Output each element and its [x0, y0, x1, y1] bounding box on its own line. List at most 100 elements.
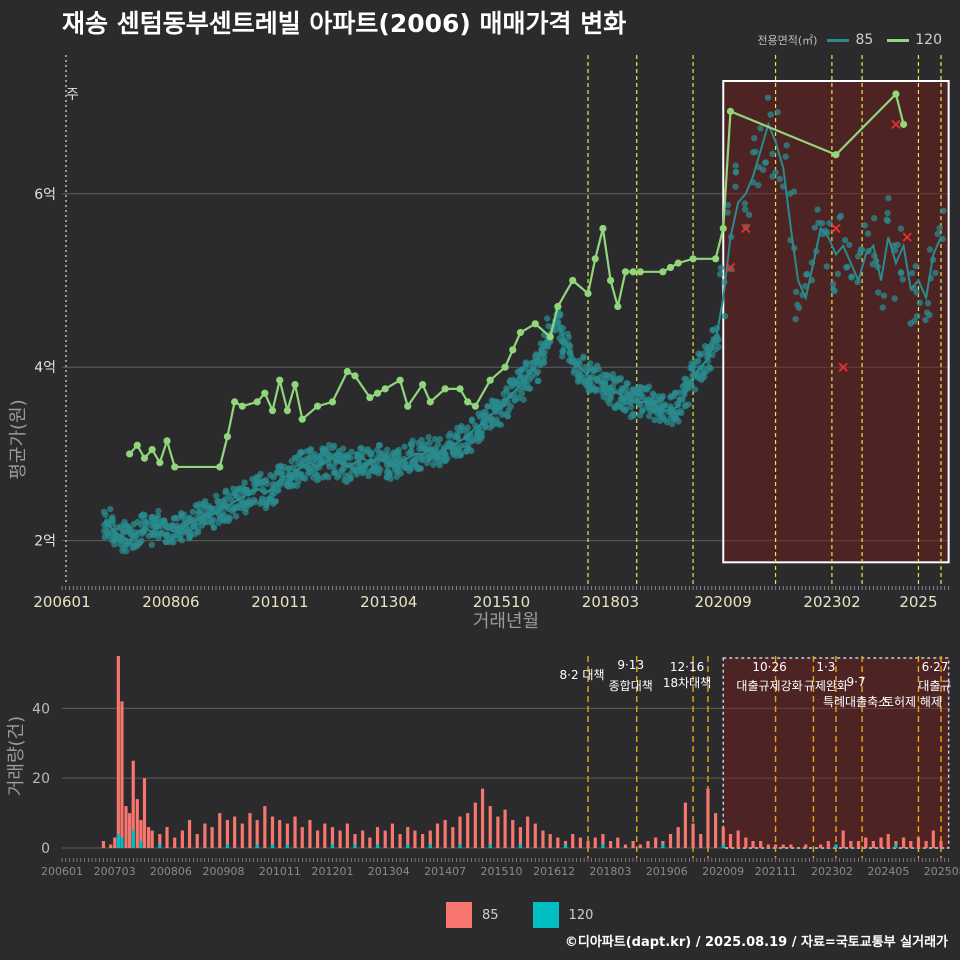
point-85-85-2 — [745, 211, 753, 219]
point-85-18-13 — [238, 504, 245, 512]
point-85-78-13 — [688, 366, 696, 373]
point-85-28-6 — [313, 476, 321, 484]
point-85-9-13 — [170, 533, 177, 541]
point-85-16-8 — [222, 487, 230, 495]
credit: ©디아파트(dapt.kr) / 2025.08.19 / 자료=국토교통부 실… — [564, 935, 948, 950]
point-85-97-3 — [834, 270, 842, 278]
point-85-103-0 — [880, 292, 888, 299]
point-85-26-13 — [295, 452, 303, 459]
point-85-44-13 — [434, 441, 442, 448]
bottom-x-tick-13: 202111 — [755, 865, 797, 878]
point-120-4 — [156, 458, 164, 467]
point-85-69-10 — [623, 380, 630, 387]
bar-120-22 — [894, 844, 898, 848]
point-85-29-10 — [318, 457, 325, 464]
bottom-x-tick-14: 202302 — [811, 865, 853, 878]
point-120-9 — [231, 398, 239, 406]
point-85-47-8 — [457, 451, 464, 459]
point-85-4-13 — [130, 520, 137, 528]
point-85-106-2 — [899, 276, 906, 283]
bar-85-47 — [413, 830, 417, 848]
point-85-39-13 — [395, 455, 402, 462]
point-120-13 — [268, 406, 277, 415]
point-85-12-12 — [190, 523, 198, 530]
policy-annotation-text-0: 8·2 대책 — [560, 667, 605, 682]
point-85-26-11 — [302, 475, 309, 482]
point-120-52 — [689, 255, 697, 263]
legend-label-120: 120 — [915, 32, 942, 48]
bar-85-52 — [451, 827, 455, 848]
point-85-73-13 — [650, 392, 658, 399]
bar-85-71 — [593, 837, 597, 848]
point-85-94-2 — [811, 224, 819, 231]
bar-85-91 — [744, 837, 748, 848]
point-85-21-10 — [262, 504, 270, 512]
point-85-59-12 — [545, 322, 552, 330]
point-85-108-0 — [913, 313, 921, 320]
point-85-17-12 — [230, 506, 238, 513]
point-85-27-12 — [307, 446, 315, 453]
bar-85-87 — [714, 813, 718, 848]
point-85-37-7 — [383, 446, 391, 454]
top-x-tick-5: 201803 — [582, 593, 639, 611]
point-85-54-13 — [507, 403, 514, 410]
point-85-15-8 — [215, 503, 222, 510]
point-85-34-13 — [356, 465, 364, 472]
bar-85-97 — [789, 844, 793, 848]
point-85-84-2 — [732, 169, 739, 176]
point-85-102-2 — [871, 214, 878, 222]
point-120-28 — [426, 398, 434, 406]
point-85-17-0 — [228, 496, 235, 503]
cancel-mark-5 — [902, 232, 912, 242]
top-y-tick-0: 2억 — [34, 534, 56, 550]
point-85-43-12 — [425, 455, 433, 463]
bar-120-2 — [131, 830, 135, 848]
point-85-36-12 — [374, 467, 381, 474]
bar-120-16 — [518, 844, 523, 848]
point-120-8 — [223, 432, 232, 441]
top-x-tick-1: 200806 — [142, 593, 199, 611]
point-120-18 — [313, 402, 322, 410]
point-85-71-9 — [637, 412, 644, 419]
point-85-97-1 — [830, 286, 837, 293]
point-85-51-9 — [484, 403, 491, 410]
point-85-11-13 — [189, 508, 197, 516]
point-85-80-12 — [705, 363, 713, 371]
bar-85-88 — [721, 827, 725, 848]
bar-85-28 — [270, 816, 275, 848]
point-85-1-13 — [111, 541, 118, 548]
bar-85-29 — [278, 820, 282, 848]
cancel-mark-4 — [891, 119, 901, 130]
bar-85-44 — [390, 823, 395, 848]
point-85-25-3 — [288, 457, 295, 465]
point-85-87-0 — [755, 181, 762, 189]
point-85-107-2 — [908, 269, 916, 277]
bar-85-65 — [548, 834, 552, 848]
point-85-50-11 — [477, 435, 485, 442]
bar-85-21 — [218, 813, 222, 848]
point-120-15 — [283, 406, 291, 415]
point-85-63-13 — [577, 372, 585, 380]
bottom-x-tick-12: 202009 — [702, 865, 744, 878]
point-120-39 — [554, 302, 562, 311]
point-85-108-1 — [912, 262, 919, 270]
point-85-87-1 — [757, 125, 764, 132]
bar-85-63 — [533, 823, 537, 848]
bottom-y-label: 거래량(건) — [6, 716, 27, 796]
bar-85-110 — [901, 837, 906, 848]
point-85-75-4 — [668, 420, 676, 428]
point-85-41-10 — [409, 437, 416, 444]
point-120-31 — [464, 398, 472, 406]
bar-85-7 — [131, 760, 135, 848]
point-120-11 — [253, 398, 261, 406]
point-120-41 — [584, 289, 592, 298]
point-85-98-3 — [837, 212, 845, 220]
bar-120-19 — [661, 844, 665, 848]
bar-120-5 — [225, 844, 230, 848]
point-85-90-3 — [783, 142, 790, 149]
point-85-11-11 — [183, 526, 190, 533]
point-85-40-11 — [407, 449, 414, 456]
point-85-98-2 — [841, 236, 849, 244]
point-120-24 — [381, 385, 389, 393]
bar-85-30 — [285, 823, 289, 848]
